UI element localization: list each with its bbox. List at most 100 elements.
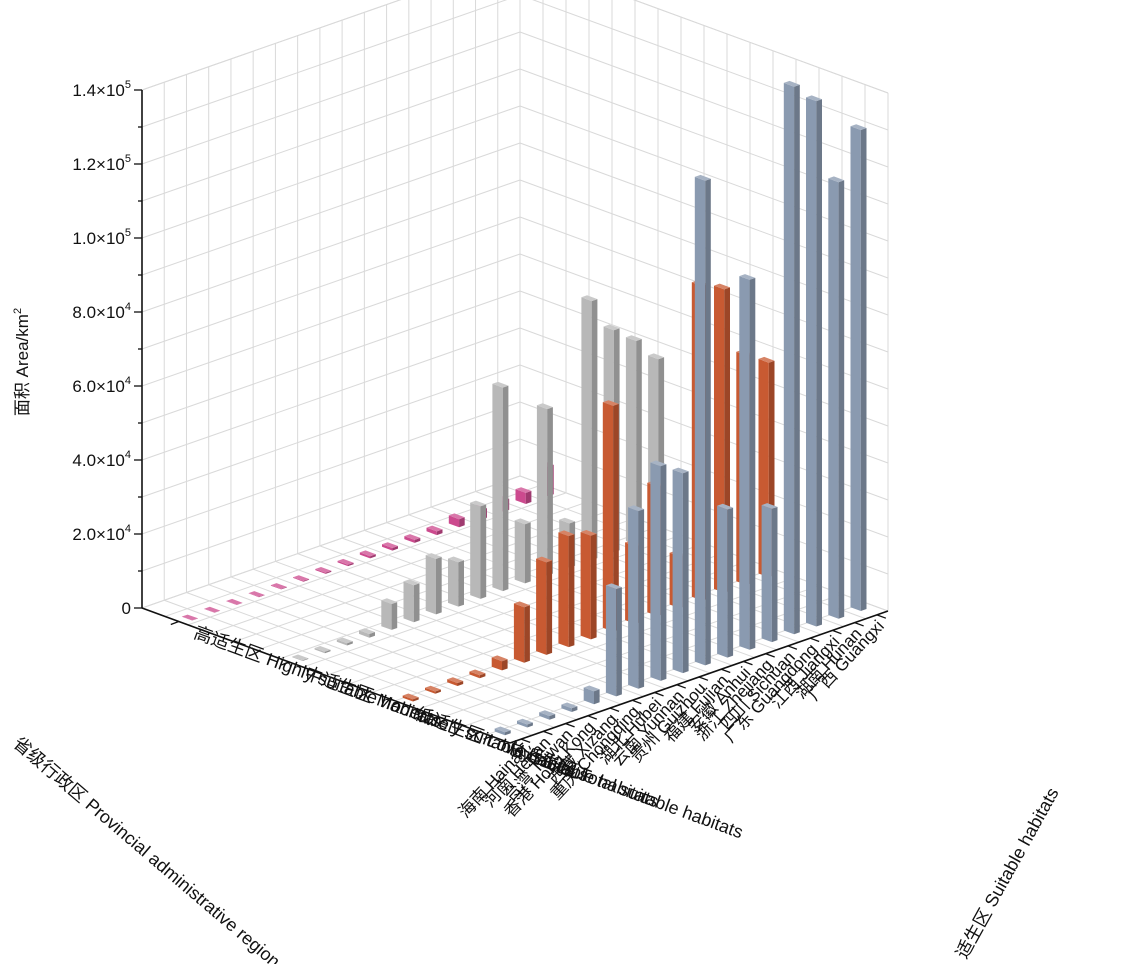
bar-face-right <box>392 546 398 551</box>
bar-face-left <box>381 600 392 630</box>
bar-3-8 <box>672 467 689 674</box>
left-wall-grid-horizontal <box>141 327 521 461</box>
bar-face-left <box>717 505 728 658</box>
bar-0-1 <box>515 487 532 504</box>
bar-face-top <box>448 556 464 563</box>
left-wall-grid-horizontal <box>141 475 521 609</box>
bar-face-top <box>536 403 553 410</box>
bar-face-left <box>561 704 572 712</box>
bar-face-top <box>515 487 532 493</box>
bar-0-4 <box>448 513 465 528</box>
bar-1-13 <box>359 628 375 638</box>
x-axis-title: 省级行政区 Provincial administrative region <box>9 733 284 964</box>
bar-face-top <box>425 685 441 692</box>
bar-face-top <box>270 583 287 589</box>
bar-3-13 <box>561 702 578 712</box>
bar-face-top <box>758 356 775 363</box>
bar-face-left <box>539 712 550 720</box>
bar-face-left <box>583 687 594 705</box>
y-tick-label: 2.0×104 <box>72 523 131 544</box>
bar-2-9 <box>558 530 575 648</box>
bar-face-top <box>404 534 421 540</box>
x-tick <box>809 637 820 643</box>
bar-face-left <box>650 462 661 681</box>
bar-face-right <box>549 714 556 720</box>
x-tick <box>876 614 887 619</box>
bar-face-right <box>816 99 822 627</box>
bar-3-14 <box>539 710 556 720</box>
bar-0-16 <box>181 614 198 621</box>
bar-face-top <box>469 669 486 676</box>
x-tick <box>632 699 642 705</box>
bar-face-left <box>514 520 525 584</box>
bar-face-left <box>515 489 526 504</box>
left-wall-grid-horizontal <box>141 105 521 239</box>
bar-face-right <box>258 594 265 598</box>
bars <box>181 80 867 736</box>
bar-face-right <box>457 681 464 686</box>
bar-face-left <box>448 558 459 607</box>
bar-face-top <box>580 530 597 536</box>
bar-face-right <box>370 554 376 559</box>
bar-face-right <box>414 537 421 543</box>
bar-1-15 <box>314 646 331 654</box>
bar-face-left <box>426 527 437 536</box>
bar-3-11 <box>605 583 622 697</box>
bar-face-left <box>536 405 548 576</box>
bar-face-left <box>492 383 503 592</box>
bar-0-11 <box>293 575 310 582</box>
bar-0-6 <box>404 534 421 543</box>
bar-face-top <box>583 685 600 692</box>
bar-face-top <box>739 274 756 280</box>
bar-face-left <box>513 603 525 663</box>
y-tick-label: 1.4×105 <box>72 79 131 100</box>
bar-face-right <box>436 556 442 615</box>
bar-face-top <box>403 579 420 586</box>
right-wall-grid-horizontal <box>519 31 889 168</box>
bar-face-top <box>492 381 509 388</box>
bar-0-5 <box>426 525 443 536</box>
left-wall-grid-horizontal <box>141 253 521 387</box>
bar-face-right <box>527 722 533 728</box>
bar-face-left <box>292 656 303 661</box>
bar-face-right <box>236 602 243 605</box>
z-tick <box>280 661 290 666</box>
x-tick <box>698 676 709 681</box>
bar-face-left <box>425 555 436 615</box>
bar-face-right <box>727 507 734 658</box>
bar-face-top <box>336 637 353 644</box>
bar-face-right <box>616 587 622 697</box>
bar-face-right <box>613 403 619 632</box>
bar-face-top <box>850 124 867 130</box>
bar-face-left <box>602 402 614 632</box>
bar-face-top <box>828 176 845 183</box>
bar-face-left <box>293 577 304 582</box>
bar-1-3 <box>581 295 598 561</box>
bar-face-left <box>739 276 750 650</box>
left-wall-grid-horizontal <box>141 142 521 276</box>
bar-face-left <box>783 82 795 635</box>
bar-3-10 <box>628 505 645 689</box>
bar-3-4 <box>761 503 778 643</box>
bar-face-top <box>204 606 221 613</box>
bar-3-7 <box>694 174 711 666</box>
bar-face-right <box>324 649 331 654</box>
box-top-right-edge <box>633 0 889 94</box>
bar-face-top <box>181 614 198 621</box>
bar-face-right <box>302 658 309 661</box>
right-wall-grid-horizontal <box>519 68 889 205</box>
bar-0-13 <box>248 591 265 598</box>
left-wall-grid-horizontal <box>141 179 521 313</box>
bar-0-15 <box>204 606 221 613</box>
bar-face-right <box>214 610 221 613</box>
bar-1-6 <box>514 518 531 584</box>
bar-2-7 <box>602 400 619 632</box>
bar-face-top <box>536 556 553 563</box>
bar-face-top <box>539 710 556 716</box>
bar-face-left <box>536 558 547 655</box>
bar-face-right <box>860 128 867 611</box>
bar-face-top <box>359 550 376 557</box>
bar-face-top <box>494 726 511 733</box>
bar-face-right <box>771 506 778 643</box>
bar-face-right <box>660 464 667 681</box>
